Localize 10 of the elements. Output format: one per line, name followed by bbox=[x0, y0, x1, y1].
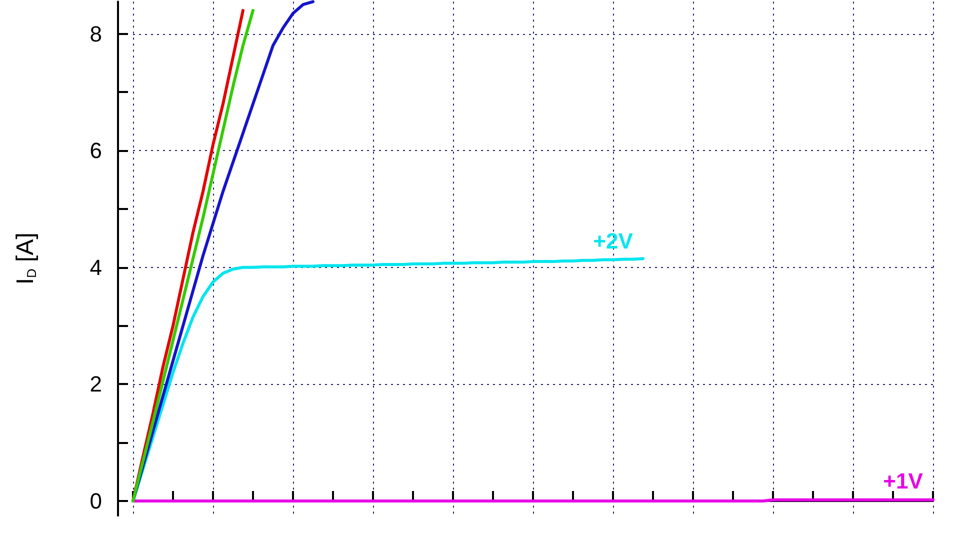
line-series bbox=[132, 257, 644, 502]
y-tick-label: 0 bbox=[90, 488, 102, 514]
y-tick-label: 6 bbox=[90, 138, 102, 164]
line-series bbox=[132, 0, 314, 502]
series-label: +2V bbox=[593, 228, 634, 254]
y-tick-label: 4 bbox=[90, 254, 102, 280]
y-tick-label: 2 bbox=[90, 372, 102, 397]
y-tick-label: 8 bbox=[90, 21, 102, 46]
series-label: +1V bbox=[883, 468, 924, 494]
y-axis-title: ID [A] bbox=[12, 232, 39, 285]
